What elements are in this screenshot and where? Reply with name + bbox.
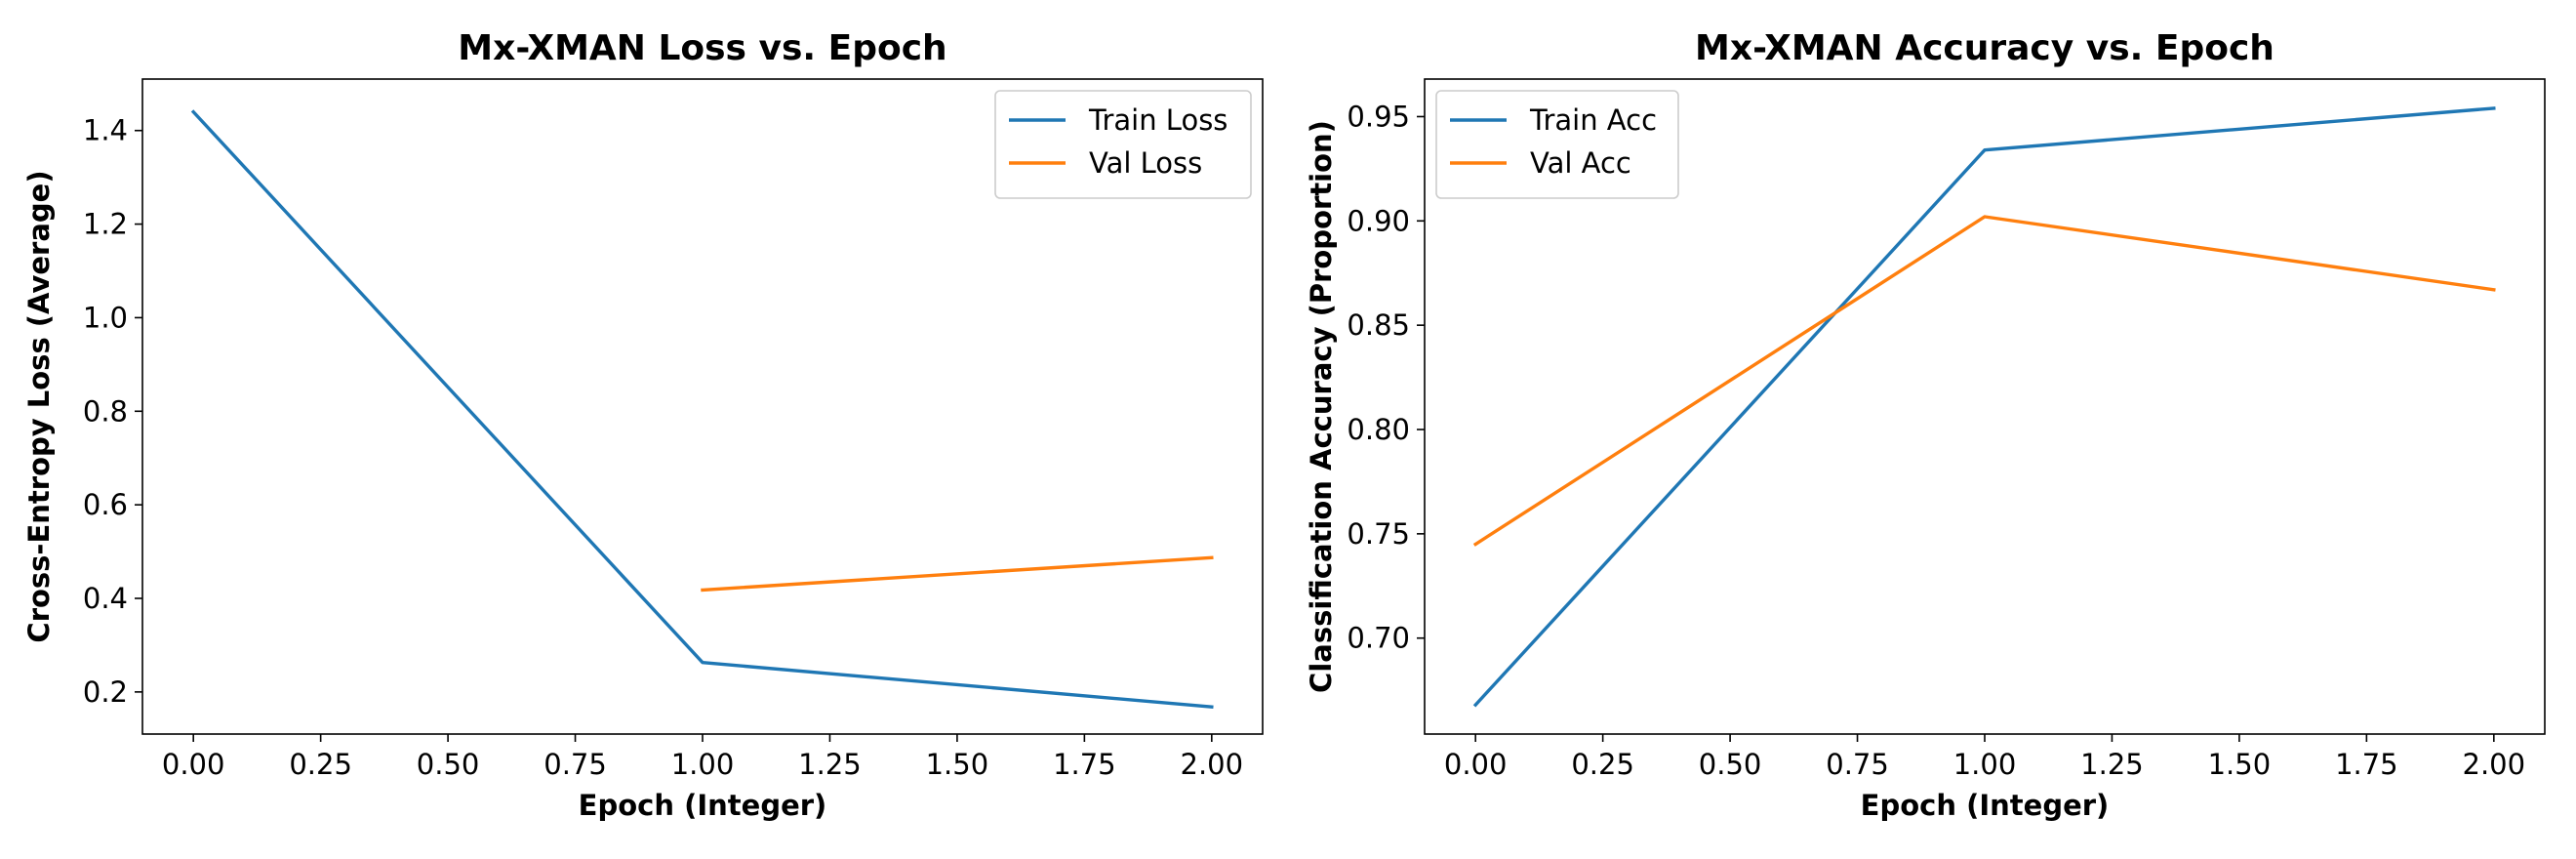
x-axis-label: Epoch (Integer) <box>1861 789 2110 822</box>
x-tick-label: 0.25 <box>1571 748 1634 781</box>
x-tick-label: 0.75 <box>1826 748 1889 781</box>
x-tick-label: 0.50 <box>1699 748 1762 781</box>
y-tick-label: 1.4 <box>83 114 128 147</box>
legend-box <box>1435 90 1679 199</box>
y-tick-label: 0.85 <box>1347 308 1410 342</box>
y-axis-label: Cross-Entropy Loss (Average) <box>22 170 56 642</box>
chart-panel-2: Mx-XMAN Accuracy vs. Epoch 0.00 0.25 0.50 0.… <box>1305 28 2546 822</box>
y-tick-label: 0.70 <box>1347 622 1410 655</box>
x-tick-label: 0.75 <box>543 748 607 781</box>
plot-frame <box>141 78 1264 735</box>
x-tick-label: 2.00 <box>2463 748 2526 781</box>
x-tick-label: 0.00 <box>162 748 225 781</box>
chart-title: Mx-XMAN Accuracy vs. Epoch <box>1695 28 2274 68</box>
y-tick-label: 0.95 <box>1347 100 1410 133</box>
y-tick-label: 0.6 <box>83 488 128 521</box>
legend: Train Loss Val Loss <box>994 90 1252 199</box>
legend-label: Val Acc <box>1530 146 1631 180</box>
x-tick-label: 1.50 <box>926 748 989 781</box>
y-tick-label: 0.80 <box>1347 413 1410 446</box>
x-tick-label: 2.00 <box>1181 748 1244 781</box>
x-axis-label: Epoch (Integer) <box>579 789 827 822</box>
x-tick-label: 1.75 <box>2335 748 2398 781</box>
x-tick-label: 1.25 <box>2080 748 2144 781</box>
y-tick-label: 0.4 <box>83 582 128 615</box>
chart-title: Mx-XMAN Loss vs. Epoch <box>458 28 946 68</box>
x-tick-label: 1.25 <box>798 748 862 781</box>
x-tick-label: 1.50 <box>2208 748 2272 781</box>
legend-label: Train Loss <box>1088 103 1228 137</box>
x-tick-label: 1.00 <box>671 748 735 781</box>
y-tick-label: 0.2 <box>83 675 128 709</box>
chart-panel-1: Mx-XMAN Loss vs. Epoch 0.00 0.25 0.50 0.75 1.… <box>22 28 1264 822</box>
y-tick-label: 0.8 <box>83 394 128 428</box>
x-tick-label: 1.00 <box>1953 748 2017 781</box>
series-line-val-loss <box>701 555 1214 593</box>
y-tick-label: 0.75 <box>1347 517 1410 551</box>
series-line-train-loss <box>190 109 1214 710</box>
x-tick-label: 0.50 <box>417 748 480 781</box>
plot-frame <box>1424 78 2546 735</box>
y-tick-label: 0.90 <box>1347 204 1410 237</box>
x-tick-label: 0.00 <box>1444 748 1508 781</box>
legend: Train Acc Val Acc <box>1435 90 1679 199</box>
x-tick-label: 1.75 <box>1053 748 1116 781</box>
y-axis-label: Classification Accuracy (Proportion) <box>1305 120 1338 693</box>
series-line-train-acc <box>1472 106 2496 708</box>
y-tick-label: 1.2 <box>83 208 128 241</box>
legend-label: Train Acc <box>1529 103 1657 137</box>
legend-label: Val Loss <box>1089 146 1202 180</box>
legend-box <box>994 90 1252 199</box>
x-tick-label: 0.25 <box>289 748 352 781</box>
series-line-val-acc <box>1472 215 2496 547</box>
y-tick-label: 1.0 <box>83 301 128 334</box>
